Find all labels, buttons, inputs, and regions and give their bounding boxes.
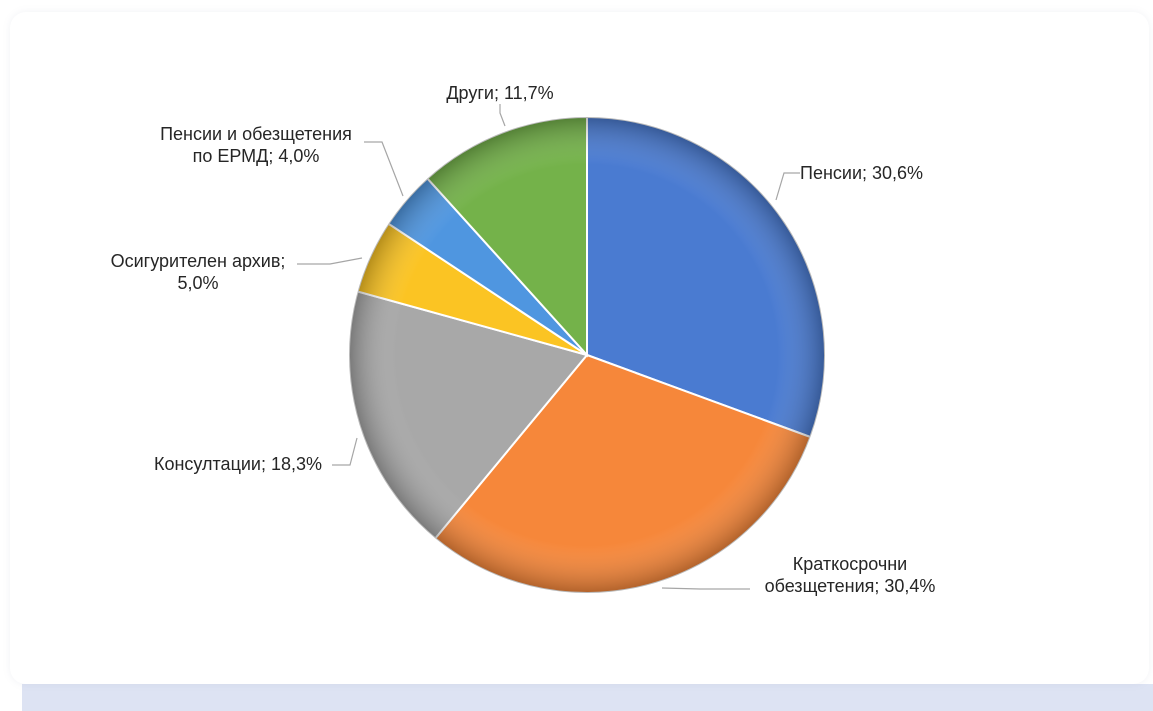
slice-label-2-line-1: Краткосрочни [793, 554, 907, 574]
leader-line-5 [364, 141, 404, 197]
leader-line-6 [499, 104, 506, 127]
card-shadow-strip [22, 684, 1153, 711]
slice-label-2-line-2: обезщетения; 30,4% [765, 576, 936, 596]
slice-label-1: Пенсии; 30,6% [800, 163, 923, 183]
leader-line-2 [661, 587, 750, 590]
leader-line-4 [297, 257, 363, 265]
slice-label-4-line-2: 5,0% [177, 273, 218, 293]
slice-label-5-line-2: по ЕРМД; 4,0% [193, 146, 320, 166]
leader-line-1 [775, 172, 800, 201]
slice-label-5-line-1: Пенсии и обезщетения [160, 124, 352, 144]
leader-line-3 [332, 437, 358, 466]
slice-label-4-line-1: Осигурителен архив; [111, 251, 286, 271]
slice-label-3: Консултации; 18,3% [154, 454, 322, 474]
slice-label-6: Други; 11,7% [446, 83, 553, 103]
